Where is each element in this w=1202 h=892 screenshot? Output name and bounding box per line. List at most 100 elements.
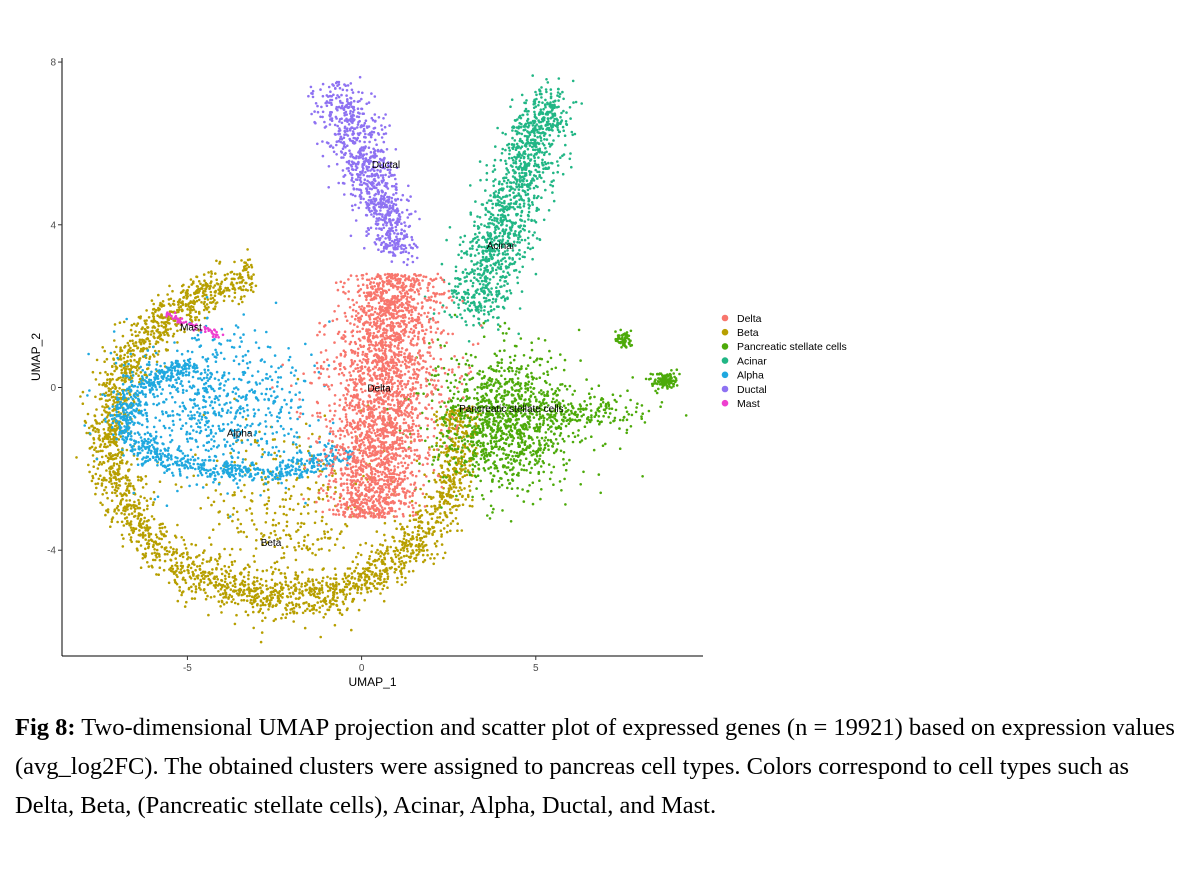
- data-point: [147, 360, 151, 364]
- data-point: [129, 482, 132, 485]
- data-point: [197, 280, 201, 283]
- data-point: [537, 417, 541, 421]
- data-point: [204, 306, 208, 310]
- scatter-points: [75, 74, 688, 644]
- data-point: [109, 438, 113, 441]
- data-point: [452, 504, 456, 508]
- data-point: [198, 426, 202, 429]
- data-point: [238, 464, 242, 468]
- data-point: [295, 530, 298, 533]
- data-point: [407, 540, 411, 543]
- data-point: [178, 468, 181, 471]
- data-point: [194, 587, 198, 591]
- data-point: [218, 552, 221, 556]
- data-point: [270, 590, 274, 594]
- data-point: [163, 322, 166, 325]
- data-point: [241, 359, 245, 363]
- data-point: [296, 377, 300, 381]
- data-point: [326, 595, 330, 598]
- data-point: [320, 547, 323, 551]
- data-point: [313, 364, 316, 368]
- data-point: [92, 438, 96, 441]
- data-point: [133, 358, 136, 362]
- data-point: [163, 426, 167, 430]
- data-point: [266, 595, 269, 598]
- data-point: [284, 576, 288, 580]
- data-point: [281, 596, 284, 599]
- data-point: [209, 290, 213, 294]
- data-point: [222, 596, 225, 599]
- data-point: [153, 551, 156, 555]
- data-point: [365, 586, 369, 589]
- data-point: [136, 389, 139, 393]
- data-point: [454, 437, 458, 440]
- data-point: [138, 451, 142, 455]
- data-point: [266, 541, 269, 544]
- data-point: [301, 611, 305, 615]
- data-point: [334, 472, 337, 475]
- data-point: [134, 507, 137, 511]
- data-point: [156, 377, 159, 380]
- data-point: [262, 472, 265, 475]
- data-point: [221, 409, 224, 413]
- data-point: [353, 577, 357, 580]
- data-point: [454, 416, 458, 420]
- data-point: [500, 477, 503, 480]
- data-point: [192, 370, 196, 373]
- data-point: [185, 373, 188, 377]
- data-point: [168, 434, 172, 437]
- data-point: [439, 529, 443, 532]
- data-point: [110, 482, 113, 486]
- data-point: [153, 349, 157, 353]
- data-point: [279, 455, 282, 458]
- data-point: [159, 449, 162, 452]
- data-point: [167, 581, 171, 585]
- data-point: [110, 520, 114, 523]
- data-point: [139, 410, 142, 414]
- data-point: [127, 362, 130, 366]
- data-point: [137, 498, 140, 502]
- data-point: [635, 406, 638, 409]
- data-point: [432, 496, 435, 499]
- data-point: [95, 450, 98, 453]
- data-point: [331, 582, 335, 586]
- data-point: [398, 560, 401, 563]
- data-point: [328, 589, 332, 592]
- data-point: [205, 285, 209, 289]
- data-point: [184, 422, 188, 425]
- data-point: [171, 409, 174, 413]
- data-point: [344, 576, 348, 580]
- data-point: [183, 330, 186, 334]
- data-point: [228, 593, 232, 597]
- data-point: [397, 554, 400, 557]
- data-point: [210, 387, 214, 391]
- data-point: [150, 539, 154, 542]
- data-point: [112, 330, 116, 333]
- data-point: [509, 428, 513, 432]
- data-point: [206, 411, 210, 415]
- data-point: [171, 362, 174, 365]
- data-point: [120, 520, 124, 524]
- data-point: [123, 431, 126, 435]
- data-point: [204, 591, 207, 595]
- data-point: [373, 564, 377, 567]
- data-point: [446, 473, 450, 477]
- data-point: [209, 375, 213, 379]
- data-point: [621, 418, 625, 422]
- data-point: [106, 378, 109, 382]
- data-point: [105, 433, 109, 436]
- data-point: [201, 558, 205, 561]
- data-point: [281, 613, 285, 616]
- data-point: [240, 275, 243, 279]
- data-point: [297, 541, 300, 545]
- data-point: [288, 390, 292, 394]
- data-point: [335, 581, 338, 584]
- data-point: [123, 353, 126, 357]
- data-point: [96, 422, 99, 425]
- data-point: [263, 450, 266, 454]
- data-point: [316, 592, 319, 596]
- data-point: [193, 302, 196, 306]
- data-point: [325, 581, 328, 585]
- data-point: [191, 570, 194, 574]
- data-point: [169, 375, 173, 379]
